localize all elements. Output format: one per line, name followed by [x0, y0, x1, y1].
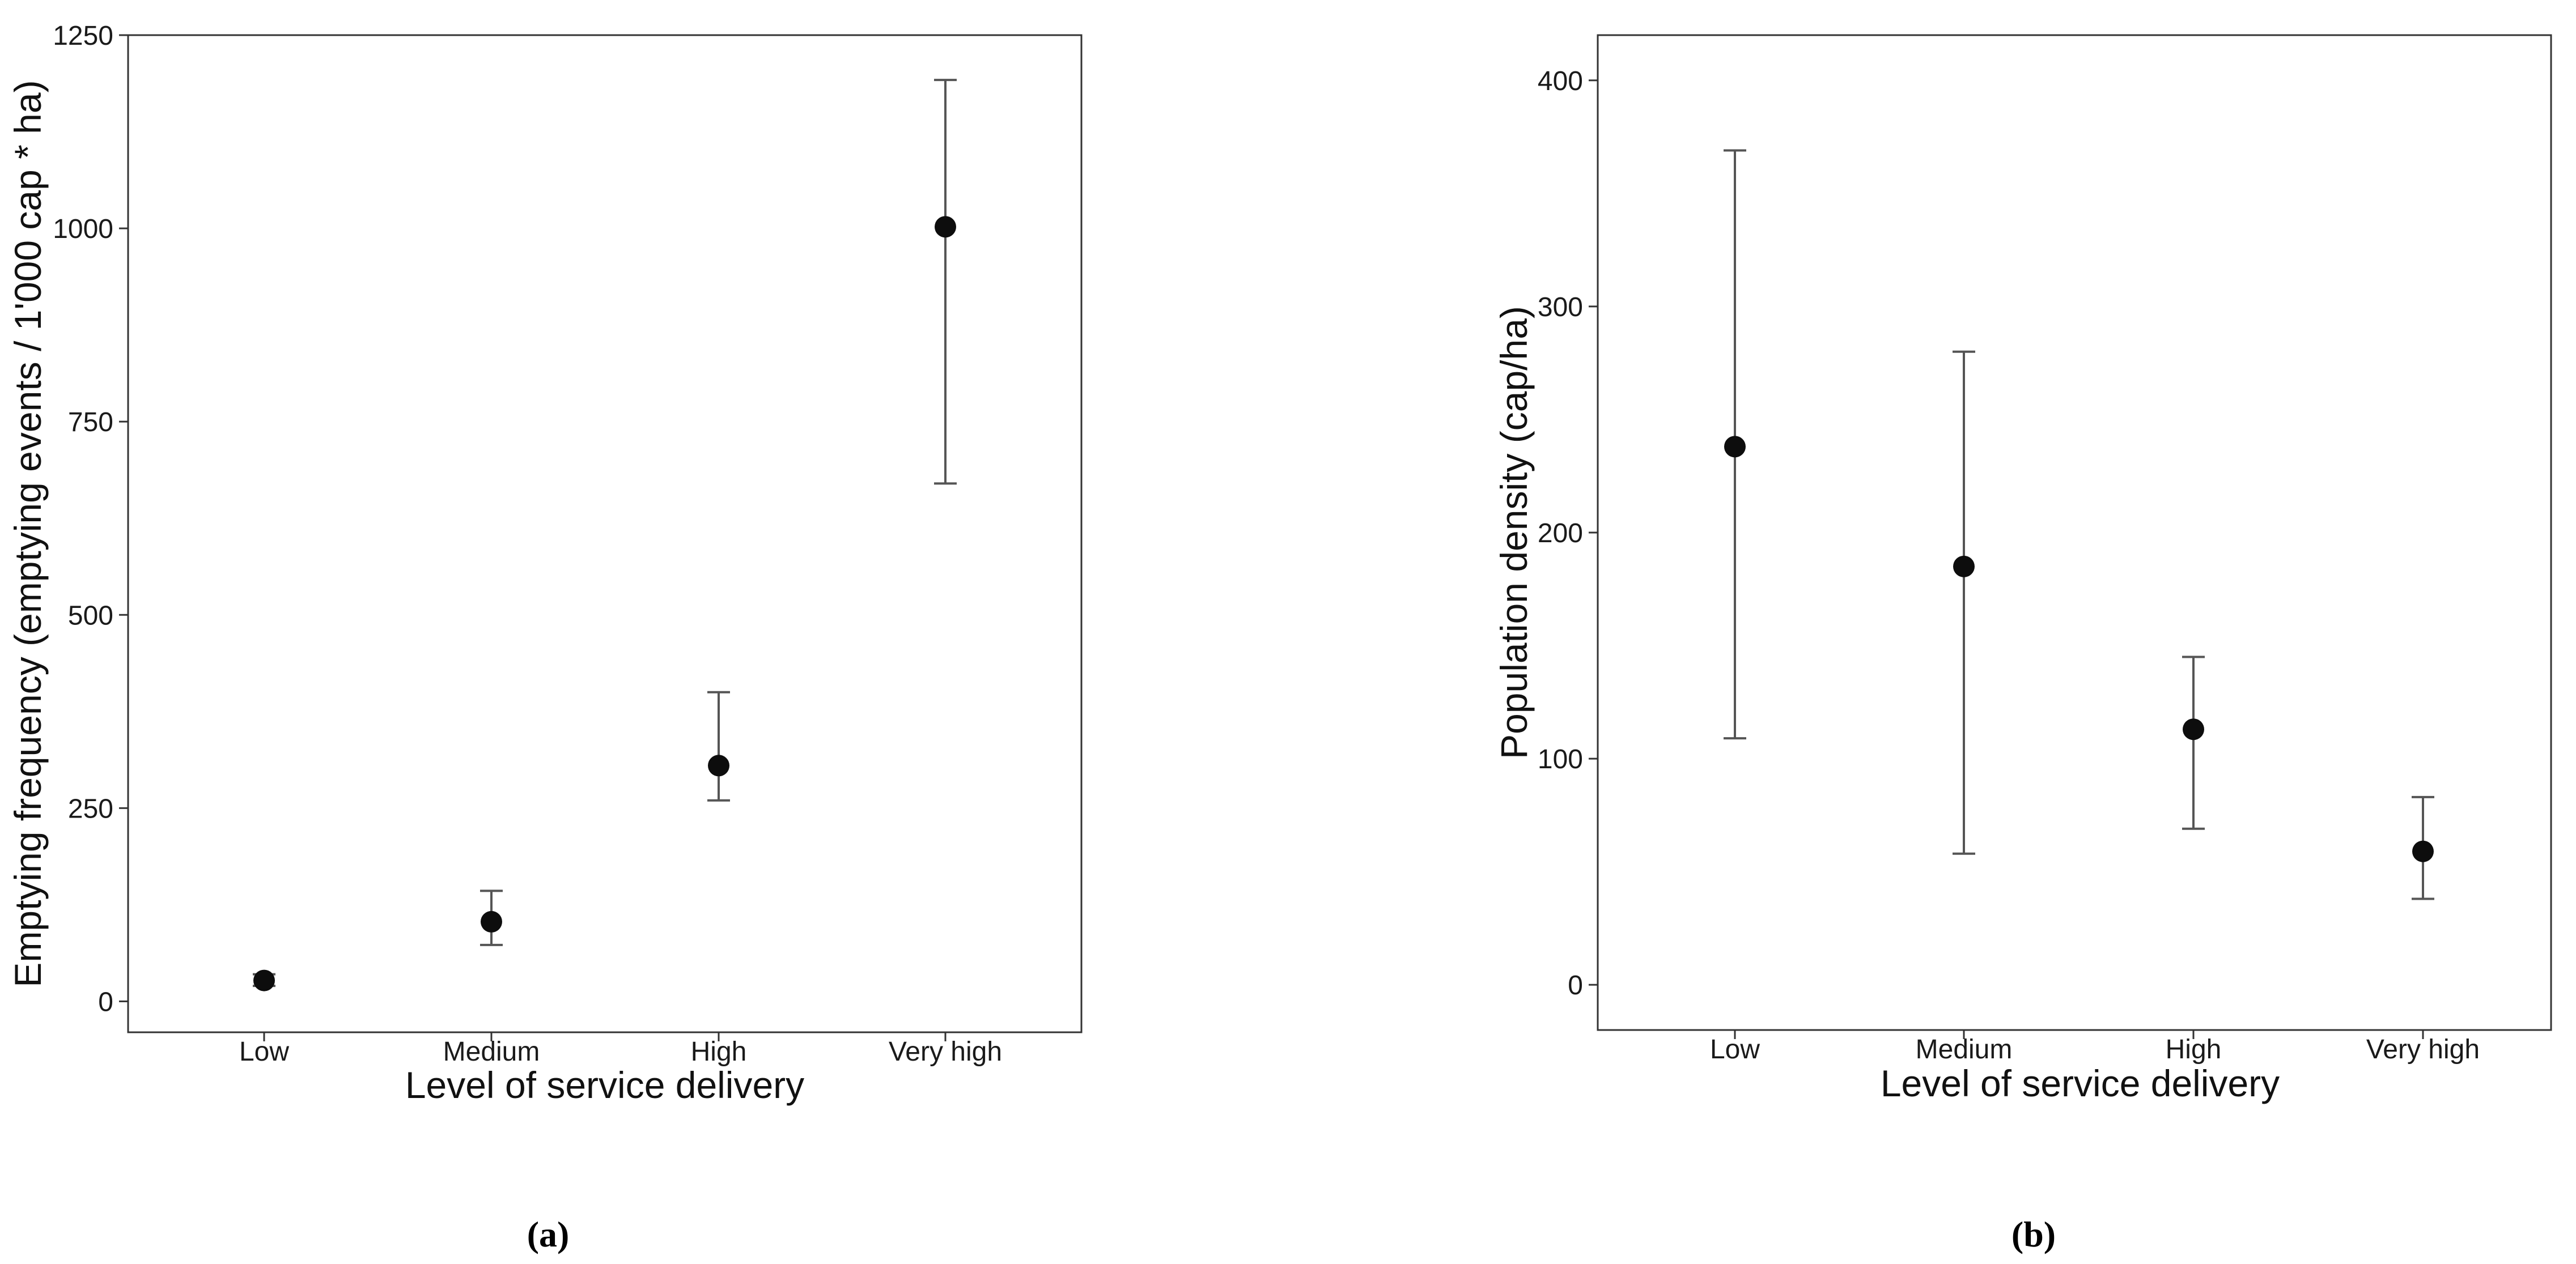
- x-tick-label: High: [691, 1037, 747, 1067]
- x-tick-label: Medium: [443, 1037, 540, 1067]
- data-point: [935, 216, 956, 238]
- panel-a-y-axis: 0 250 500 750 1000 1250: [53, 21, 128, 1017]
- y-tick-label: 300: [1538, 292, 1583, 322]
- error-bar: [1953, 350, 1975, 855]
- panel-b-marks: [1724, 149, 2434, 900]
- panel-a-y-axis-label: Emptying frequency (emptying events / 1'…: [7, 80, 49, 987]
- x-tick-label: Medium: [1916, 1035, 2013, 1065]
- panel-a-frame: [127, 34, 1083, 1033]
- y-tick-label: 250: [68, 794, 113, 824]
- panel-b-x-axis-label: Level of service delivery: [1881, 1062, 2280, 1104]
- panel-a-marks: [253, 79, 957, 991]
- data-point: [481, 910, 502, 933]
- error-bar: [2182, 656, 2205, 830]
- panel-b-label: (b): [2011, 1214, 2056, 1254]
- y-tick-label: 1250: [53, 21, 113, 51]
- error-bar: [934, 79, 957, 485]
- y-tick-label: 750: [68, 407, 113, 437]
- y-tick-label: 100: [1538, 744, 1583, 774]
- panel-a: 0 250 500 750 1000 1250 Low Medium High Very hig…: [7, 21, 1083, 1254]
- panel-a-label: (a): [527, 1214, 570, 1254]
- panel-b-x-axis: Low Medium High Very high: [1710, 1030, 2480, 1065]
- error-bar: [707, 691, 730, 802]
- x-tick-label: Very high: [2366, 1035, 2480, 1065]
- x-tick-label: Low: [239, 1037, 289, 1067]
- data-point: [708, 755, 729, 777]
- x-tick-label: Low: [1710, 1035, 1760, 1065]
- panel-a-x-axis: Low Medium High Very high: [239, 1032, 1002, 1067]
- y-tick-label: 400: [1538, 66, 1583, 96]
- data-point: [253, 969, 275, 991]
- data-point: [2412, 840, 2434, 862]
- panel-a-x-axis-label: Level of service delivery: [405, 1064, 804, 1106]
- x-tick-label: High: [2166, 1035, 2222, 1065]
- y-tick-label: 500: [68, 601, 113, 631]
- panel-b-frame: [1597, 34, 2552, 1031]
- x-tick-label: Very high: [889, 1037, 1002, 1067]
- y-tick-label: 0: [98, 987, 113, 1017]
- data-point: [1724, 436, 1746, 458]
- y-tick-label: 200: [1538, 518, 1583, 548]
- y-tick-label: 1000: [53, 214, 113, 244]
- data-point: [2183, 718, 2204, 740]
- y-tick-label: 0: [1568, 971, 1583, 1001]
- panel-b: 0 100 200 300 400 Low Medium High Very high Lev…: [1493, 34, 2552, 1254]
- data-point: [1953, 555, 1975, 577]
- panel-b-y-axis-label: Population density (cap/ha): [1493, 306, 1535, 759]
- panel-b-y-axis: 0 100 200 300 400: [1538, 66, 1598, 1001]
